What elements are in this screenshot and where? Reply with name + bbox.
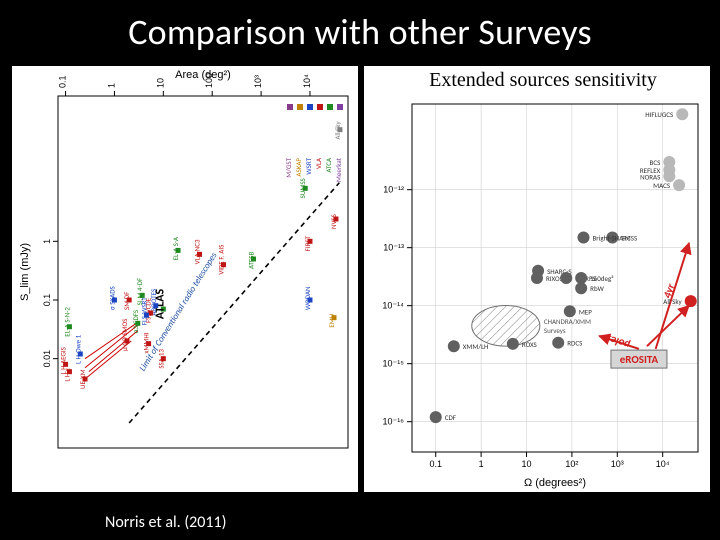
svg-text:WODAN: WODAN (303, 286, 312, 310)
right-chart-panel: Extended sources sensitivity 0.1 1 10 10² 10³… (364, 66, 710, 492)
svg-text:VIDE F. AIS: VIDE F. AIS (216, 245, 225, 275)
slide-title: Comparison with other Surveys (0, 10, 720, 54)
svg-text:poles: poles (604, 332, 632, 352)
svg-text:VLA: VLA (314, 157, 323, 169)
svg-text:RDCS: RDCS (567, 339, 582, 348)
svg-text:1: 1 (106, 83, 116, 88)
svg-text:All Sky: All Sky (333, 120, 342, 139)
svg-text:L H AEGIS: L H AEGIS (59, 347, 68, 374)
svg-text:L H-Owe 1: L H-Owe 1 (73, 334, 82, 364)
svg-text:ASKAP: ASKAP (294, 158, 303, 177)
svg-text:1: 1 (42, 239, 52, 244)
svg-text:SUMSS: SUMSS (298, 178, 307, 198)
svg-text:EMU: EMU (327, 313, 336, 327)
svg-text:xMMHI: xMMHI (142, 332, 151, 353)
svg-text:ROXS: ROXS (522, 340, 537, 349)
svg-text:1: 1 (479, 459, 484, 469)
svg-text:μ CO SMOS: μ CO SMOS (120, 319, 129, 351)
svg-text:10⁻¹⁶: 10⁻¹⁶ (383, 417, 405, 427)
svg-text:0.1: 0.1 (429, 459, 442, 469)
svg-text:0.1: 0.1 (42, 294, 52, 307)
svg-text:EL-A S-A: EL-A S-A (171, 236, 180, 260)
svg-text:10⁻¹³: 10⁻¹³ (383, 243, 404, 253)
svg-text:NVSS: NVSS (329, 214, 338, 229)
svg-text:10⁻¹⁵: 10⁻¹⁵ (383, 359, 405, 369)
right-chart-svg: Extended sources sensitivity 0.1 1 10 10² 10³… (364, 66, 710, 492)
svg-text:CDF: CDF (445, 413, 457, 422)
svg-text:SM DF: SM DF (122, 291, 131, 310)
svg-text:10⁴: 10⁴ (302, 74, 312, 88)
svg-text:SSA-13: SSA-13 (156, 349, 165, 369)
svg-text:Surveys: Surveys (544, 326, 566, 335)
svg-text:All Sky: All Sky (663, 297, 682, 306)
svg-text:UE-XM: UE-XM (78, 369, 87, 389)
svg-text:HIFLUGCS: HIFLUGCS (645, 110, 673, 119)
svg-text:Meerkat: Meerkat (334, 157, 343, 182)
svg-text:FIRST: FIRST (303, 235, 312, 251)
svg-text:0.1: 0.1 (58, 75, 68, 88)
svg-text:MACS: MACS (653, 181, 670, 190)
svg-text:σ SKADS: σ SKADS (107, 286, 116, 310)
left-chart-panel: 0.111010010³10⁴Area (deg²)0.010.11S_lim … (12, 66, 358, 492)
svg-text:10: 10 (155, 78, 165, 88)
slide: Comparison with other Surveys 0.11101001… (0, 0, 720, 540)
svg-text:VLA-NC3: VLA-NC3 (193, 239, 202, 264)
svg-text:WSRT: WSRT (304, 157, 313, 174)
svg-text:10³: 10³ (611, 459, 624, 469)
svg-text:XMM/LH: XMM/LH (463, 342, 489, 351)
svg-text:Ω (degrees²): Ω (degrees²) (524, 477, 586, 489)
svg-text:eROSITA: eROSITA (620, 353, 659, 366)
svg-text:ATESB: ATESB (247, 252, 256, 269)
svg-text:10⁻¹⁴: 10⁻¹⁴ (382, 301, 404, 311)
left-chart-svg: 0.111010010³10⁴Area (deg²)0.010.11S_lim … (12, 66, 358, 492)
svg-text:0.01: 0.01 (42, 350, 52, 368)
svg-text:Area (deg²): Area (deg²) (175, 69, 231, 81)
svg-text:S_lim (mJy): S_lim (mJy) (19, 243, 31, 301)
svg-text:SI,M 4-DF: SI,M 4-DF (135, 277, 144, 305)
svg-text:Bright-SHARC: Bright-SHARC (592, 233, 630, 242)
svg-text:RbW: RbW (590, 284, 604, 293)
svg-text:NORAS: NORAS (640, 172, 660, 181)
svg-text:CHANDRA/XMM: CHANDRA/XMM (544, 317, 591, 326)
svg-text:Extended sources sensitivity: Extended sources sensitivity (429, 69, 657, 91)
svg-text:MEP: MEP (579, 307, 592, 316)
svg-text:EL-A S-N-2: EL-A S-N-2 (62, 307, 71, 337)
svg-text:10³: 10³ (253, 75, 263, 88)
svg-text:α3 CDFS: α3 CDFS (131, 310, 140, 333)
svg-text:10²: 10² (565, 459, 578, 469)
svg-text:M/GST: M/GST (284, 157, 293, 177)
svg-text:10⁴: 10⁴ (656, 459, 670, 469)
svg-text:10⁻¹²: 10⁻¹² (383, 185, 404, 195)
citation: Norris et al. (2011) (105, 513, 226, 532)
svg-text:160deg²: 160deg² (590, 274, 614, 283)
svg-text:ATCA: ATCA (324, 157, 333, 173)
svg-text:10: 10 (522, 459, 532, 469)
